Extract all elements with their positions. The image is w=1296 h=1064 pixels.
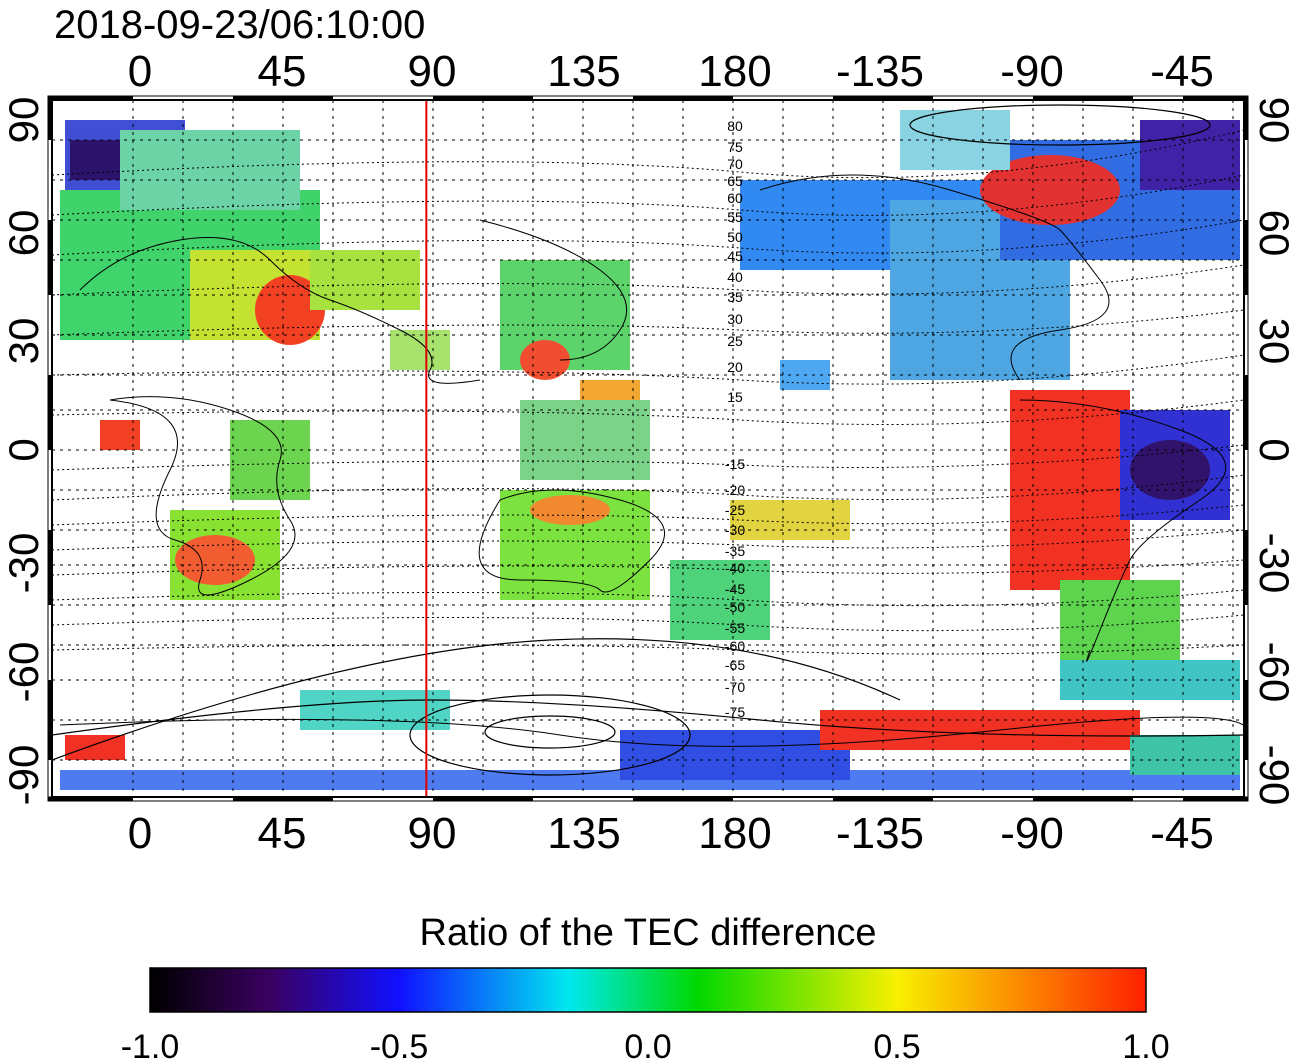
- lon-label-bottom: 180: [698, 809, 771, 858]
- lon-label-top: -90: [1000, 47, 1064, 96]
- lat-label-left: -30: [0, 533, 47, 594]
- contour-label: 75: [727, 139, 743, 155]
- latitude-labels-right: 90 60 30 0 -30 -60 -90: [1251, 97, 1296, 806]
- colorbar-tick-label: -1.0: [121, 1028, 180, 1064]
- lat-label-right: 60: [1251, 210, 1296, 257]
- contour-label: -60: [725, 638, 745, 654]
- colorbar-title: Ratio of the TEC difference: [420, 912, 877, 954]
- lon-label-top: 180: [698, 47, 771, 96]
- lat-label-left: 0: [0, 438, 47, 461]
- lon-label-bottom: 45: [258, 809, 307, 858]
- latitude-labels-left: 90 60 30 0 -30 -60 -90: [0, 97, 47, 806]
- colorbar-tick-label: 0.0: [624, 1028, 671, 1064]
- lon-label-top: 90: [408, 47, 457, 96]
- colorbar-gradient: [149, 967, 1147, 1013]
- lon-label-top: 45: [258, 47, 307, 96]
- contour-label: 15: [727, 389, 743, 405]
- lat-label-left: 60: [0, 210, 47, 257]
- contour-label: 50: [727, 229, 743, 245]
- contour-label: -75: [725, 704, 745, 720]
- lon-label-top: 135: [547, 47, 620, 96]
- lon-label-bottom: 90: [408, 809, 457, 858]
- lat-label-right: 0: [1251, 438, 1296, 461]
- contour-label: 80: [727, 118, 743, 134]
- coastlines: [59, 174, 1244, 747]
- lat-label-left: 90: [0, 97, 47, 144]
- colorbar-tick-labels: -1.0 -0.5 0.0 0.5 1.0: [121, 1028, 1170, 1064]
- contour-label: 60: [727, 190, 743, 206]
- tec-data-overlay: [60, 110, 1240, 790]
- colorbar-tick-label: -0.5: [370, 1028, 429, 1064]
- lat-label-right: -90: [1251, 745, 1296, 806]
- contour-label: -25: [725, 502, 745, 518]
- contour-label: -35: [725, 543, 745, 559]
- contour-label: -40: [725, 560, 745, 576]
- contour-label: 35: [727, 289, 743, 305]
- colorbar-tick-label: 1.0: [1122, 1028, 1169, 1064]
- lat-label-left: -90: [0, 745, 47, 806]
- lon-label-bottom: -45: [1150, 809, 1214, 858]
- lon-label-bottom: -135: [836, 809, 924, 858]
- contour-label: 55: [727, 209, 743, 225]
- contour-labels: 80 75 70 65 60 55 50 45 40 35 30 25 20 1…: [725, 118, 745, 720]
- lat-label-right: -60: [1251, 642, 1296, 703]
- lon-label-bottom: 0: [128, 809, 152, 858]
- contour-label: 30: [727, 311, 743, 327]
- contour-label: -20: [725, 482, 745, 498]
- contour-label: -70: [725, 679, 745, 695]
- contour-label: -65: [725, 657, 745, 673]
- contour-label: 20: [727, 359, 743, 375]
- lon-label-top: -135: [836, 47, 924, 96]
- lon-label-top: 0: [128, 47, 152, 96]
- lat-label-right: 90: [1251, 97, 1296, 144]
- lat-label-right: -30: [1251, 533, 1296, 594]
- tec-map: 80 75 70 65 60 55 50 45 40 35 30 25 20 1…: [47, 95, 1249, 802]
- contour-label: -30: [725, 522, 745, 538]
- lon-label-bottom: 135: [547, 809, 620, 858]
- contour-label: 40: [727, 269, 743, 285]
- polar-contours: [52, 104, 1244, 776]
- contour-label: 70: [727, 156, 743, 172]
- timestamp-title: 2018-09-23/06:10:00: [54, 3, 425, 47]
- longitude-labels-bottom: 0 45 90 135 180 -135 -90 -45: [128, 809, 1214, 858]
- contour-label: -55: [725, 620, 745, 636]
- magnetic-latitude-contours: [52, 129, 1244, 655]
- lon-label-top: -45: [1150, 47, 1214, 96]
- lat-label-left: 30: [0, 318, 47, 365]
- contour-label: 65: [727, 173, 743, 189]
- colorbar-tick-label: 0.5: [873, 1028, 920, 1064]
- contour-label: -50: [725, 599, 745, 615]
- longitude-labels-top: 0 45 90 135 180 -135 -90 -45: [128, 47, 1214, 96]
- lat-label-right: 30: [1251, 318, 1296, 365]
- graticule: [52, 100, 1244, 797]
- lon-label-bottom: -90: [1000, 809, 1064, 858]
- frame-ticks: [47, 95, 1249, 802]
- colorbar: Ratio of the TEC difference -1.0 -0.5 0.…: [121, 912, 1170, 1064]
- contour-label: -15: [725, 456, 745, 472]
- contour-label: -45: [725, 581, 745, 597]
- contour-label: 25: [727, 333, 743, 349]
- lat-label-left: -60: [0, 642, 47, 703]
- contour-label: 45: [727, 248, 743, 264]
